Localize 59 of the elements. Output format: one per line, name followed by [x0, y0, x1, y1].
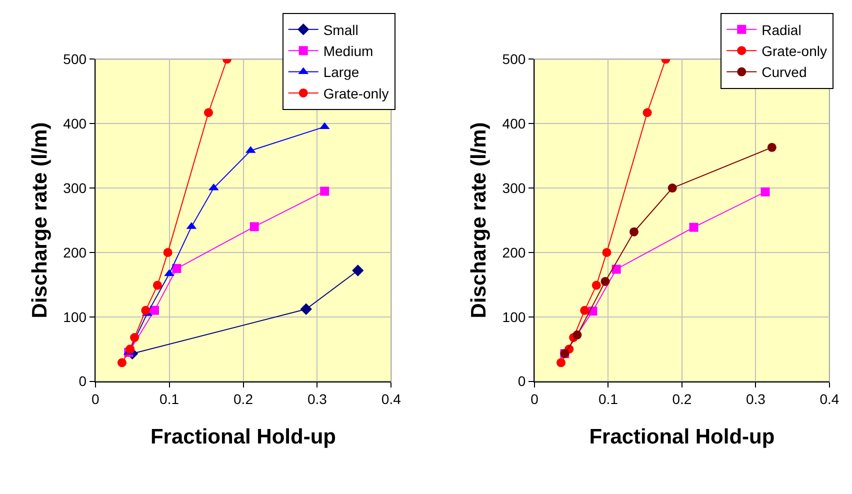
point: [767, 142, 776, 152]
y-tick-label: 200: [502, 244, 526, 260]
point: [602, 248, 612, 257]
y-tick-label: 100: [502, 308, 526, 325]
point: [300, 303, 312, 316]
point: [612, 264, 621, 274]
y-tick-label: 500: [63, 51, 87, 68]
y-axis-title: Discharge rate (l/m): [467, 122, 490, 318]
point: [352, 264, 364, 276]
y-tick-label: 100: [63, 308, 87, 325]
point: [600, 276, 610, 286]
y-tick-label: 400: [63, 115, 87, 132]
point: [689, 222, 698, 232]
point: [556, 358, 566, 368]
x-axis-title: Fractional Hold-up: [150, 425, 336, 448]
x-tick-label: 0.1: [160, 391, 180, 408]
point: [250, 222, 259, 232]
x-tick-label: 0: [91, 391, 100, 408]
y-axis-title: Discharge rate (l/m): [28, 122, 52, 318]
x-tick-label: 0.4: [820, 391, 840, 408]
x-tick-label: 0.2: [234, 391, 254, 408]
y-tick-label: 400: [502, 115, 526, 132]
point: [117, 358, 126, 368]
point: [172, 264, 182, 274]
x-tick-label: 0.3: [746, 391, 766, 408]
point: [320, 186, 330, 196]
x-tick-label: 0.3: [307, 391, 328, 408]
y-tick-label: 500: [502, 51, 526, 68]
point: [668, 184, 677, 193]
x-tick-label: 0.4: [381, 391, 402, 408]
y-tick-label: 300: [63, 180, 87, 196]
legend-label: Radial: [762, 22, 802, 38]
legend-label: Curved: [762, 64, 807, 80]
x-tick-label: 0: [530, 391, 539, 408]
point: [126, 344, 135, 354]
legend-label: Large: [323, 64, 360, 80]
point: [580, 306, 590, 315]
legend-label: Grate-only: [323, 85, 389, 102]
point: [760, 187, 770, 196]
point: [592, 280, 601, 290]
x-tick-label: 0.1: [598, 391, 618, 408]
point: [152, 280, 162, 290]
point: [642, 108, 652, 118]
y-tick-label: 0: [518, 373, 526, 390]
legend-label: Small: [323, 22, 358, 38]
point: [150, 306, 159, 315]
x-axis-title: Fractional Hold-up: [589, 425, 775, 448]
y-tick-label: 300: [502, 180, 526, 196]
point: [572, 330, 582, 340]
point: [130, 333, 140, 342]
y-tick-label: 0: [78, 373, 87, 390]
legend-label: Medium: [323, 43, 374, 60]
y-tick-label: 200: [63, 244, 87, 260]
point: [630, 227, 639, 236]
point: [141, 306, 150, 315]
x-tick-label: 0.2: [672, 391, 692, 408]
legend-label: Grate-only: [762, 43, 827, 60]
point: [163, 248, 172, 257]
point: [204, 108, 213, 118]
